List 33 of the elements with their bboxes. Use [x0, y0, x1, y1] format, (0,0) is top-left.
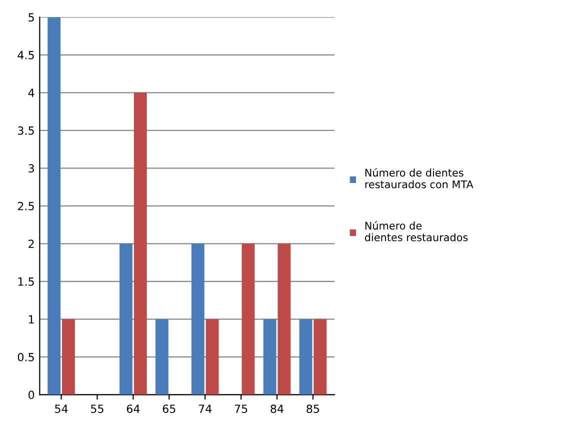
y-tick-label: 5	[28, 13, 34, 22]
legend-label: Número de dientes restaurados	[364, 221, 468, 242]
legend-label: Número de dientes restaurados con MTA	[365, 168, 474, 188]
bar	[48, 17, 61, 395]
y-tick-label: 4.5	[18, 51, 34, 60]
bar	[62, 319, 75, 395]
bar	[155, 319, 168, 395]
bar	[206, 319, 219, 395]
bar	[120, 244, 132, 395]
y-tick-label: 0	[28, 390, 34, 400]
bar	[314, 319, 327, 395]
x-tick-label: 85	[306, 404, 320, 414]
x-tick-label: 74	[198, 404, 212, 413]
y-tick-label: 3	[28, 164, 34, 173]
bar	[134, 92, 147, 395]
bar	[242, 244, 255, 395]
y-tick-label: 1	[28, 315, 34, 324]
bar	[299, 319, 312, 395]
x-tick-label: 75	[234, 404, 248, 414]
y-tick-label: 4	[28, 88, 34, 97]
y-tick-label: 0.5	[18, 352, 34, 362]
x-tick-label: 55	[91, 404, 104, 414]
x-tick-label: 65	[162, 404, 176, 414]
x-tick-label: 84	[270, 404, 284, 414]
bar	[263, 319, 276, 395]
x-tick-label: 64	[126, 404, 140, 414]
y-tick-label: 1.5	[18, 278, 34, 286]
x-tick-label: 54	[55, 404, 68, 414]
y-tick-label: 3.5	[18, 126, 34, 135]
y-tick-label: 2	[28, 240, 34, 248]
y-tick-label: 2.5	[18, 202, 34, 210]
bar	[191, 244, 204, 395]
bar	[278, 244, 291, 395]
